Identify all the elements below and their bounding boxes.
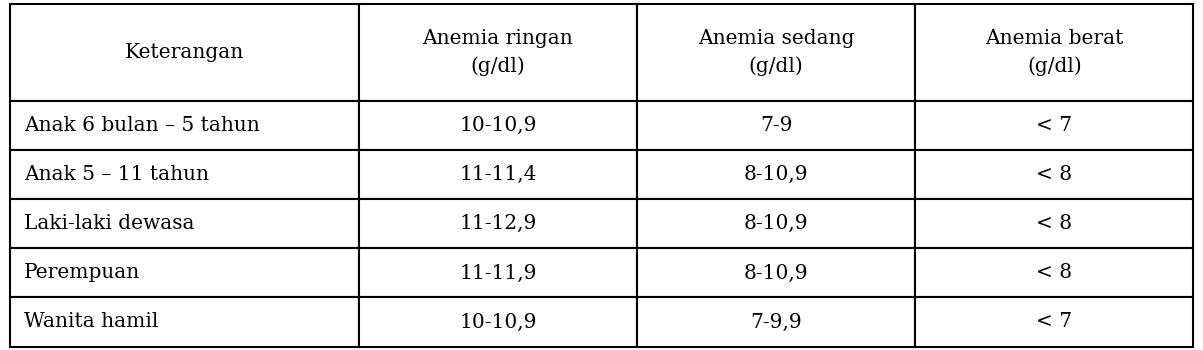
Text: Laki-laki dewasa: Laki-laki dewasa [24, 215, 195, 233]
Text: 7-9: 7-9 [760, 116, 793, 135]
Text: 7-9,9: 7-9,9 [751, 313, 802, 331]
Bar [638, 298, 915, 346]
Bar [915, 199, 1193, 248]
Text: Anemia ringan
(g/dl): Anemia ringan (g/dl) [422, 29, 574, 76]
Text: < 7: < 7 [1036, 313, 1072, 331]
Bar [638, 101, 915, 150]
Bar [915, 101, 1193, 150]
Text: Wanita hamil: Wanita hamil [24, 313, 159, 331]
Bar [10, 298, 358, 346]
Text: 8-10,9: 8-10,9 [743, 215, 808, 233]
Bar [358, 4, 638, 101]
Bar [638, 150, 915, 200]
Bar [915, 4, 1193, 101]
Bar [915, 298, 1193, 346]
Text: 11-12,9: 11-12,9 [460, 215, 537, 233]
Bar [358, 199, 638, 248]
Bar [10, 199, 358, 248]
Text: 10-10,9: 10-10,9 [460, 313, 537, 331]
Text: 11-11,9: 11-11,9 [460, 264, 537, 282]
Text: < 8: < 8 [1036, 264, 1072, 282]
Bar [358, 150, 638, 200]
Bar [358, 298, 638, 346]
Text: 8-10,9: 8-10,9 [743, 264, 808, 282]
Text: 8-10,9: 8-10,9 [743, 165, 808, 184]
Bar [358, 101, 638, 150]
Text: < 8: < 8 [1036, 215, 1072, 233]
Text: Anemia sedang
(g/dl): Anemia sedang (g/dl) [698, 29, 854, 76]
Text: 11-11,4: 11-11,4 [460, 165, 537, 184]
Bar [638, 4, 915, 101]
Text: 10-10,9: 10-10,9 [460, 116, 537, 135]
Bar [638, 199, 915, 248]
Text: < 7: < 7 [1036, 116, 1072, 135]
Bar [10, 101, 358, 150]
Bar [10, 150, 358, 200]
Bar [358, 248, 638, 298]
Text: Perempuan: Perempuan [24, 264, 141, 282]
Bar [10, 248, 358, 298]
Bar [915, 150, 1193, 200]
Bar [915, 248, 1193, 298]
Bar [10, 4, 358, 101]
Bar [638, 248, 915, 298]
Text: Keterangan: Keterangan [125, 43, 244, 62]
Text: < 8: < 8 [1036, 165, 1072, 184]
Text: Anak 5 – 11 tahun: Anak 5 – 11 tahun [24, 165, 209, 184]
Text: Anak 6 bulan – 5 tahun: Anak 6 bulan – 5 tahun [24, 116, 260, 135]
Text: Anemia berat
(g/dl): Anemia berat (g/dl) [985, 29, 1124, 76]
